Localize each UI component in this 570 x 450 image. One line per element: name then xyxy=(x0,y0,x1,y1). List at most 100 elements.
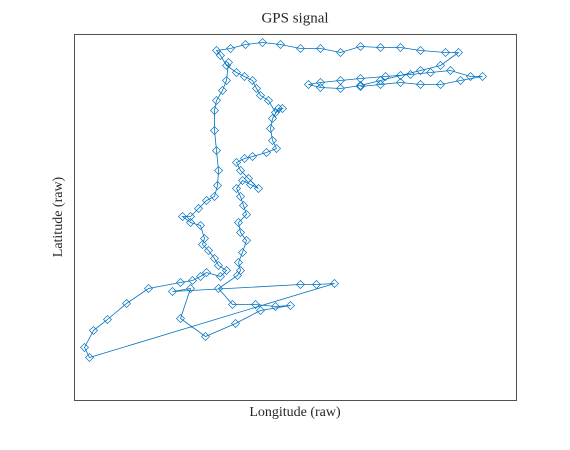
track-point xyxy=(274,104,283,113)
track-point xyxy=(89,326,98,335)
track-point xyxy=(186,212,195,221)
track-point xyxy=(85,353,94,362)
track-point xyxy=(254,184,263,193)
track-point xyxy=(210,254,219,263)
track-point xyxy=(168,287,177,296)
track-point xyxy=(178,212,187,221)
track-point xyxy=(212,96,221,105)
track-point xyxy=(222,266,231,275)
track-point xyxy=(336,84,345,93)
track-point xyxy=(316,83,325,92)
track-point xyxy=(276,40,285,49)
track-point xyxy=(222,76,231,85)
track-point xyxy=(356,82,365,91)
track-point xyxy=(214,261,223,270)
track-point xyxy=(376,76,385,85)
track-point xyxy=(330,279,339,288)
track-point xyxy=(226,44,235,53)
track-point xyxy=(256,306,265,315)
track-point xyxy=(234,258,243,267)
track-point xyxy=(216,272,225,281)
track-point xyxy=(218,86,227,95)
track-point xyxy=(441,48,450,57)
track-point xyxy=(222,61,231,70)
track-point xyxy=(228,300,237,309)
track-point xyxy=(238,248,247,257)
track-point xyxy=(296,44,305,53)
y-axis-label: Latitude (raw) xyxy=(51,176,66,257)
track-point xyxy=(316,44,325,53)
track-point xyxy=(416,66,425,75)
track-point xyxy=(258,38,267,47)
track-point xyxy=(336,48,345,57)
track-point xyxy=(271,108,280,117)
track-point xyxy=(236,228,245,237)
track-point xyxy=(212,46,221,55)
track-point xyxy=(216,51,225,60)
track-point xyxy=(268,114,277,123)
track-point xyxy=(80,343,89,352)
track-point xyxy=(296,280,305,289)
track-point xyxy=(214,284,223,293)
track-point xyxy=(251,300,260,309)
track-point xyxy=(194,204,203,213)
track-point xyxy=(264,96,273,105)
track-point xyxy=(236,192,245,201)
track-point xyxy=(204,246,213,255)
track-point xyxy=(144,284,153,293)
track-point xyxy=(416,80,425,89)
track-point xyxy=(214,166,223,175)
track-point xyxy=(202,196,211,205)
track-point xyxy=(210,126,219,135)
x-axis-label: Longitude (raw) xyxy=(249,405,341,420)
track-point xyxy=(240,154,249,163)
track-point xyxy=(246,180,255,189)
track-point xyxy=(198,240,207,249)
track-point xyxy=(232,68,241,77)
track-point xyxy=(406,70,415,79)
track-point xyxy=(236,166,245,175)
track-point xyxy=(396,43,405,52)
track-point xyxy=(103,315,112,324)
track-point xyxy=(201,332,210,341)
track-point xyxy=(176,278,185,287)
track-point xyxy=(231,319,240,328)
track-point xyxy=(242,236,251,245)
track-point xyxy=(248,152,257,161)
track-point xyxy=(196,221,205,230)
track-point xyxy=(466,72,475,81)
track-point xyxy=(234,218,243,227)
track-point xyxy=(356,42,365,51)
track-point xyxy=(188,276,197,285)
track-point xyxy=(266,124,275,133)
track-point xyxy=(176,314,185,323)
track-point xyxy=(416,46,425,55)
track-point xyxy=(122,299,131,308)
track-point xyxy=(336,76,345,85)
track-point xyxy=(376,80,385,89)
track-point xyxy=(213,181,222,190)
track-point xyxy=(242,210,251,219)
track-point xyxy=(186,218,195,227)
chart-title: GPS signal xyxy=(261,10,328,26)
track-point xyxy=(224,58,233,67)
track-point xyxy=(272,144,281,153)
track-point xyxy=(210,192,219,201)
track-point xyxy=(426,68,435,77)
track-point xyxy=(268,136,277,145)
track-point xyxy=(312,280,321,289)
track-point xyxy=(436,80,445,89)
track-point xyxy=(478,72,487,81)
track-point xyxy=(232,158,241,167)
track-point xyxy=(210,106,219,115)
track-point xyxy=(239,201,248,210)
track-point xyxy=(232,184,241,193)
track-point xyxy=(396,78,405,87)
track-point xyxy=(212,146,221,155)
track-point xyxy=(202,268,211,277)
track-point xyxy=(454,48,463,57)
track-point xyxy=(196,272,205,281)
